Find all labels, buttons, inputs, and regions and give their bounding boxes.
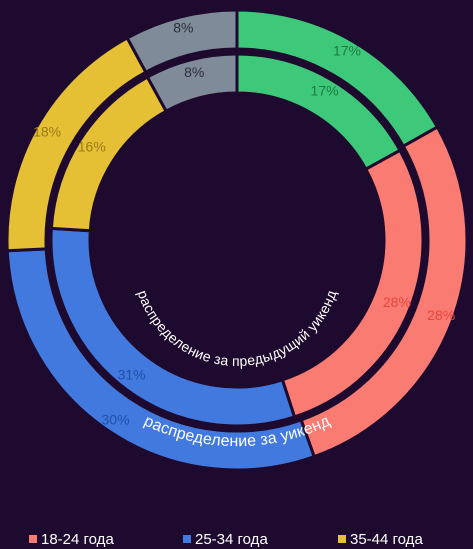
- data-label: 31%: [118, 367, 146, 383]
- data-label: 30%: [102, 412, 130, 428]
- legend-label: 25-34 года: [195, 531, 268, 548]
- legend-swatch: [29, 535, 37, 543]
- data-label: 8%: [184, 64, 204, 80]
- data-label: 17%: [333, 42, 361, 58]
- data-label: 16%: [78, 139, 106, 155]
- legend-label: 18-24 года: [41, 531, 114, 548]
- data-label: 28%: [427, 307, 455, 323]
- data-label: 17%: [311, 83, 339, 99]
- data-label: 28%: [383, 294, 411, 310]
- donut-segment: [145, 52, 239, 114]
- legend-swatch: [338, 535, 346, 543]
- data-label: 18%: [33, 124, 61, 140]
- donut-segment: [125, 8, 239, 75]
- data-label: 8%: [173, 19, 193, 35]
- legend-label: 35-44 года: [350, 531, 423, 548]
- legend-swatch: [183, 535, 191, 543]
